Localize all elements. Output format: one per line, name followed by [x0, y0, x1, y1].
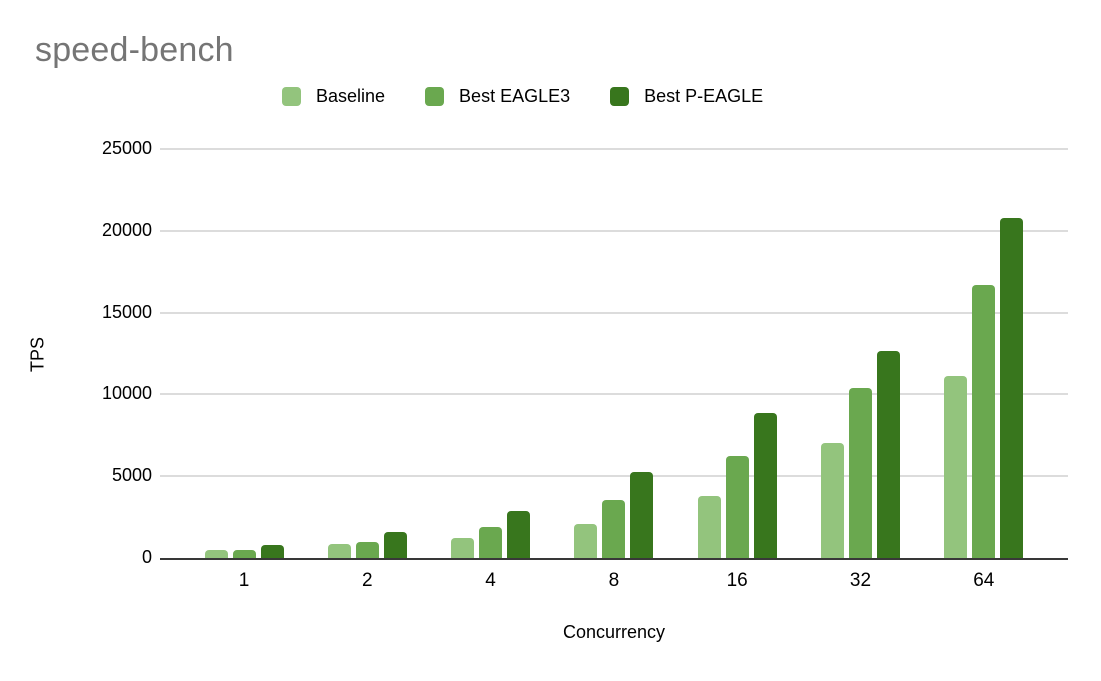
- bar: [451, 538, 475, 558]
- x-axis-title: Concurrency: [562, 622, 666, 642]
- legend-swatch-icon: [282, 87, 301, 106]
- gridline: [160, 229, 1068, 232]
- bar: [574, 523, 598, 558]
- bar: [697, 495, 721, 558]
- bar: [260, 544, 284, 558]
- legend: Baseline Best EAGLE3 Best P-EAGLE: [282, 86, 763, 107]
- y-tick-label: 15000: [101, 301, 152, 322]
- bar: [877, 351, 900, 558]
- y-tick-label: 25000: [101, 138, 152, 158]
- legend-label: Best EAGLE3: [459, 86, 571, 106]
- bar: [821, 443, 844, 558]
- y-tick-label: 5000: [111, 465, 152, 486]
- bar: [507, 510, 531, 558]
- x-tick-label: 1: [238, 570, 250, 591]
- x-tick-label: 2: [362, 570, 373, 591]
- bar: [630, 472, 654, 558]
- legend-swatch-icon: [610, 87, 630, 106]
- y-tick-label: 10000: [101, 383, 152, 404]
- bar: [972, 284, 996, 558]
- bar: [383, 531, 407, 558]
- legend-item: Best EAGLE3: [425, 86, 570, 107]
- x-tick-label: 32: [849, 570, 872, 591]
- bar: [725, 455, 749, 558]
- x-axis-line: [160, 558, 1068, 560]
- bar: [753, 413, 777, 558]
- legend-label: Baseline: [316, 86, 386, 106]
- bar: [355, 542, 379, 558]
- bar: [849, 387, 872, 558]
- legend-label: Best P-EAGLE: [644, 86, 764, 106]
- gridline: [160, 475, 1068, 478]
- x-tick-label: 8: [608, 570, 620, 591]
- x-tick-label: 4: [485, 570, 496, 591]
- chart-title: speed-bench: [35, 31, 234, 69]
- bar: [327, 544, 351, 558]
- gridline: [160, 311, 1068, 314]
- y-tick-label: 20000: [101, 219, 152, 240]
- gridline: [160, 148, 1068, 150]
- bar: [204, 550, 228, 558]
- gridline: [160, 393, 1068, 396]
- bar: [1000, 217, 1024, 558]
- legend-item: Baseline: [282, 86, 385, 107]
- legend-item: Best P-EAGLE: [610, 86, 763, 107]
- legend-swatch-icon: [425, 87, 445, 106]
- x-tick-label: 16: [726, 570, 748, 591]
- bar: [232, 550, 256, 558]
- bar: [479, 526, 503, 558]
- x-tick-label: 64: [973, 570, 995, 591]
- bar: [602, 499, 626, 558]
- bar: [944, 376, 968, 558]
- y-tick-label: 0: [141, 547, 152, 567]
